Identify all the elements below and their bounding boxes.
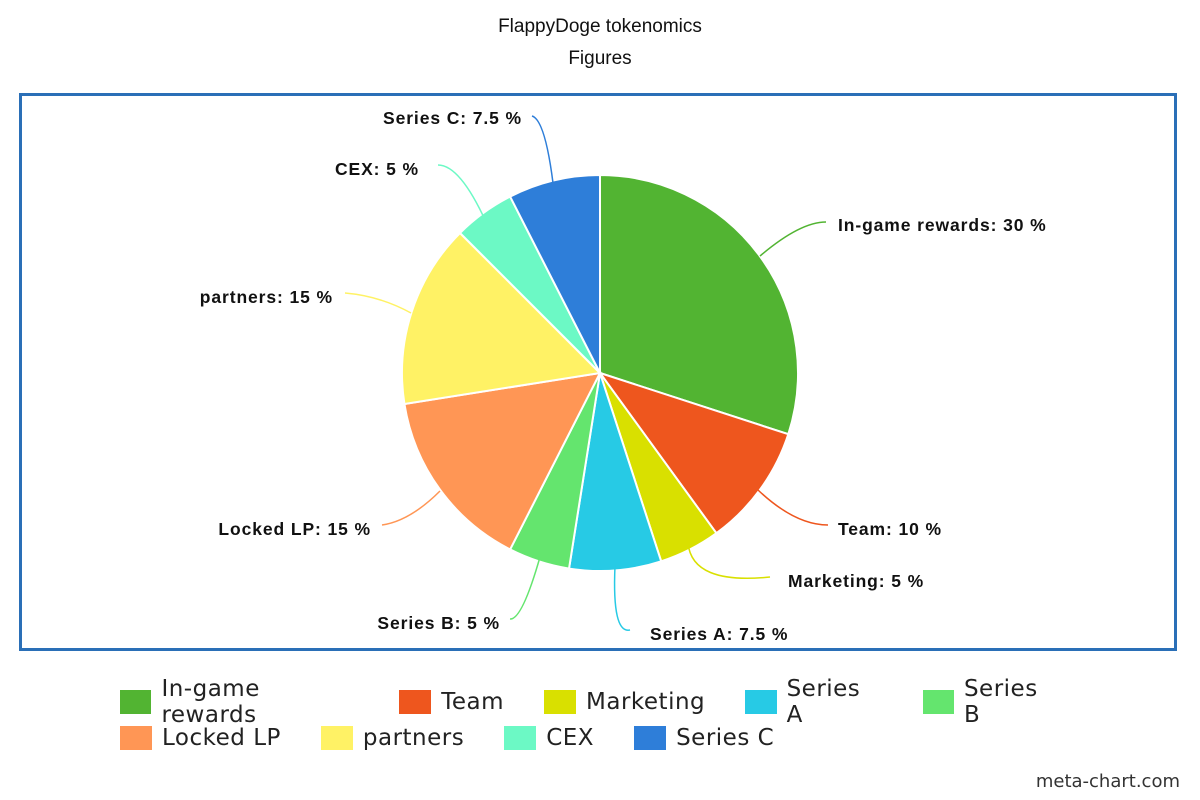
pie-slice-partners: [401, 231, 603, 406]
legend-label: Series B: [963, 676, 1038, 728]
legend-swatch: [120, 726, 152, 750]
leader-line: [437, 164, 487, 223]
legend-label: Series C: [676, 725, 775, 751]
slice-label: Locked LP: 15 %: [218, 519, 371, 539]
legend-label: partners: [362, 725, 465, 751]
leader-line: [759, 221, 827, 257]
leader-line: [757, 489, 829, 526]
pie-slice-series-c: [508, 173, 601, 374]
leader-line: [509, 556, 541, 620]
slice-label: In-game rewards: 30 %: [838, 215, 1047, 235]
leader-line: [687, 542, 771, 580]
legend-swatch: [120, 690, 152, 714]
leader-line: [381, 490, 441, 526]
legend-swatch: [320, 726, 353, 750]
chart-frame: [19, 93, 1177, 651]
legend-label: Locked LP: [162, 725, 281, 751]
pie-slice-locked-lp: [403, 371, 602, 551]
legend-swatch: [634, 726, 667, 750]
legend-swatch: [544, 690, 577, 714]
legend-item-series-c: Series C: [634, 725, 774, 751]
legend-label: Marketing: [586, 689, 706, 715]
pie-chart: In-game rewards: 30 % Team: 10 % Marketing…: [200, 108, 1047, 644]
legend-swatch: [399, 690, 432, 714]
legend-label: Team: [441, 689, 505, 715]
legend-item-in-game-rewards: In-game rewards: [120, 676, 359, 728]
legend-row-2: Locked LP partners CEX Series C: [120, 720, 1100, 756]
legend-swatch: [922, 690, 954, 714]
legend-item-series-a: Series A: [745, 676, 882, 728]
slice-label: Series C: 7.5 %: [383, 108, 522, 128]
slice-label: CEX: 5 %: [335, 159, 419, 179]
slice-label: partners: 15 %: [200, 287, 333, 307]
legend-item-partners: partners: [320, 725, 465, 751]
chart-subtitle: Figures: [568, 48, 632, 69]
leader-line: [613, 565, 631, 631]
legend-item-locked-lp: Locked LP: [120, 725, 281, 751]
legend-row-1: In-game rewards Team Marketing Series A …: [120, 676, 1100, 728]
legend-item-team: Team: [399, 689, 504, 715]
leader-line: [531, 115, 554, 184]
leader-line: [344, 292, 412, 314]
legend-item-marketing: Marketing: [544, 689, 705, 715]
legend: In-game rewards Team Marketing Series A …: [120, 676, 1100, 756]
pie-slice-in-game-rewards: [599, 173, 799, 436]
legend-label: In-game rewards: [161, 676, 260, 728]
slice-label: Team: 10 %: [838, 519, 942, 539]
legend-item-series-b: Series B: [922, 676, 1060, 728]
legend-item-cex: CEX: [504, 725, 594, 751]
legend-swatch: [745, 690, 777, 714]
chart-title: FlappyDoge tokenomics: [498, 16, 702, 37]
watermark: meta-chart.com: [1035, 771, 1180, 792]
legend-label: CEX: [546, 725, 595, 751]
pie-slice-team: [597, 371, 790, 535]
slice-label: Marketing: 5 %: [788, 571, 924, 591]
slice-label: Series B: 5 %: [377, 613, 500, 633]
legend-swatch: [504, 726, 537, 750]
slice-label: Series A: 7.5 %: [650, 624, 788, 644]
legend-label: Series A: [786, 676, 861, 728]
